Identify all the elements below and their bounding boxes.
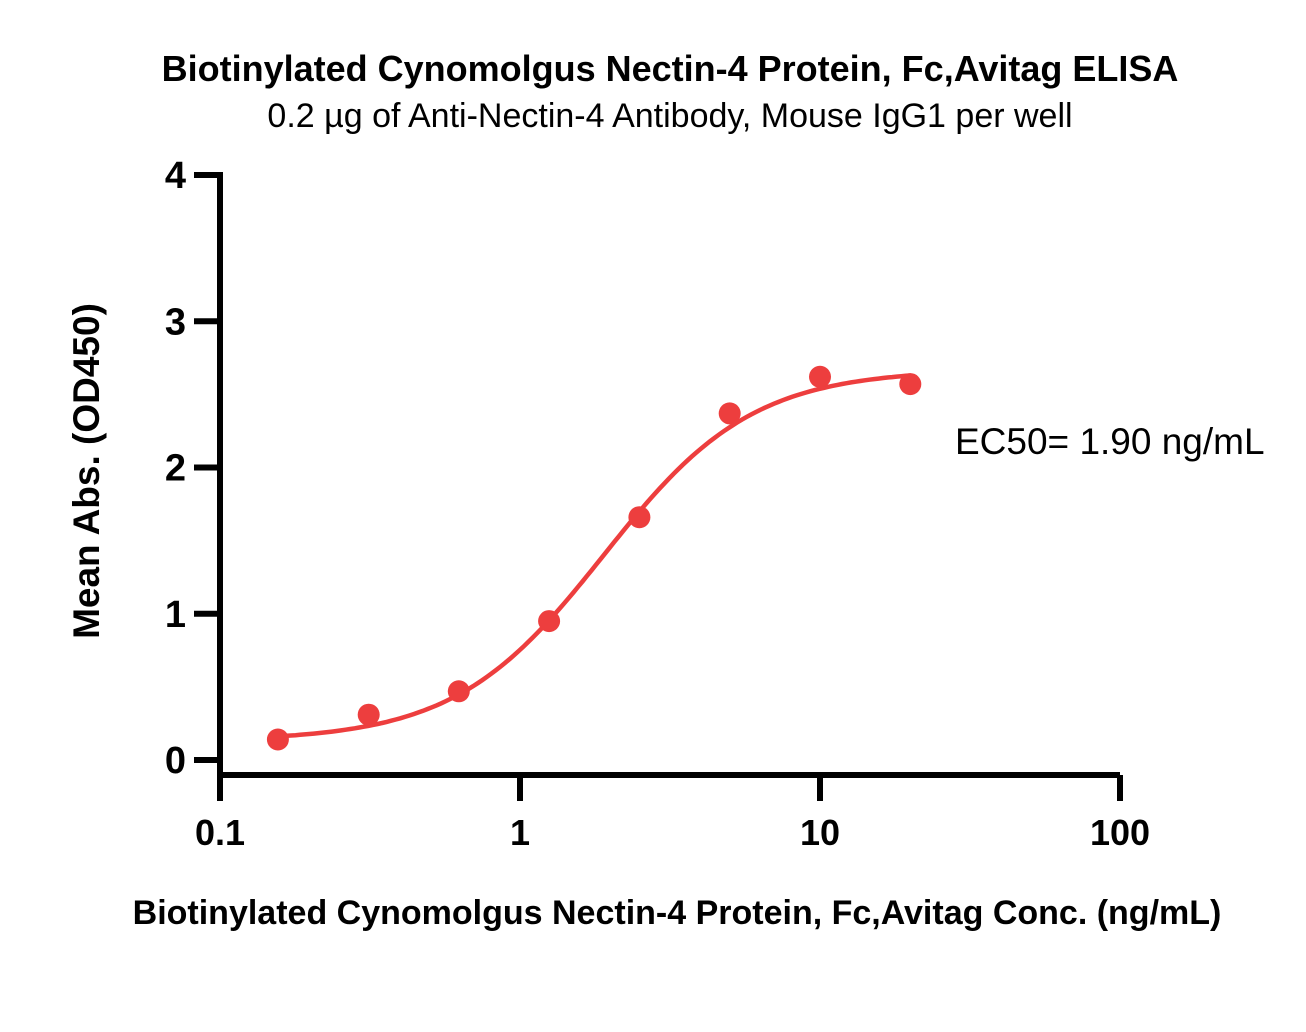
y-tick-label: 3 (165, 301, 186, 343)
ec50-annotation: EC50= 1.90 ng/mL (955, 421, 1265, 462)
data-point (357, 703, 380, 726)
x-tick-label: 0.1 (195, 812, 245, 853)
y-tick-label: 0 (165, 740, 186, 782)
data-point (809, 365, 831, 388)
y-tick-label: 4 (165, 155, 186, 197)
fit-curve (270, 373, 913, 739)
chart-title: Biotinylated Cynomolgus Nectin-4 Protein… (161, 48, 1179, 89)
x-tick-label: 1 (510, 812, 530, 853)
data-point (718, 402, 741, 425)
data-point (628, 506, 651, 529)
y-tick-label: 2 (165, 448, 186, 490)
x-axis-title: Biotinylated Cynomolgus Nectin-4 Protein… (132, 894, 1222, 932)
data-point (899, 373, 922, 396)
data-point (538, 610, 561, 633)
x-tick-label: 100 (1090, 812, 1150, 853)
chart-subtitle: 0.2 µg of Anti-Nectin-4 Antibody, Mouse … (267, 97, 1073, 135)
y-axis-title: Mean Abs. (OD450) (66, 303, 107, 639)
data-point (447, 680, 470, 703)
y-tick-label: 1 (165, 594, 186, 636)
data-point (266, 728, 289, 751)
x-tick-label: 10 (800, 812, 840, 853)
